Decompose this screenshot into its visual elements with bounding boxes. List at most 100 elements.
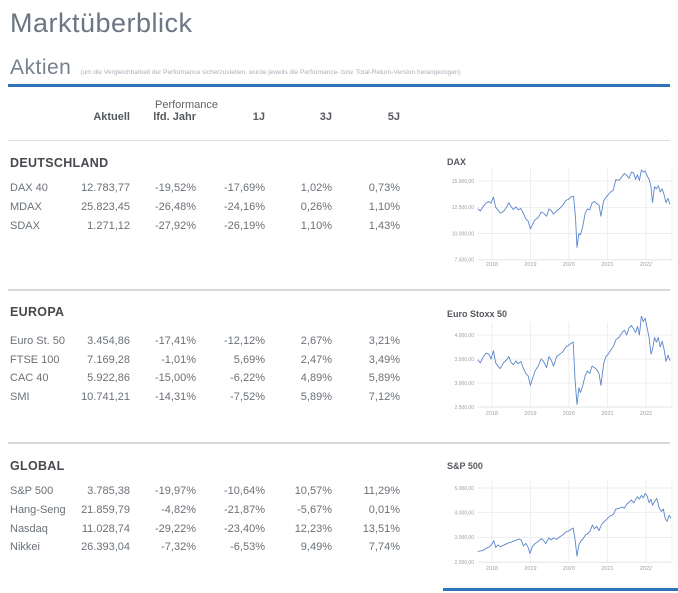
- bottom-divider-blue: [443, 588, 678, 591]
- value-cell: 13,51%: [362, 522, 400, 535]
- svg-text:3.000,00: 3.000,00: [455, 381, 475, 387]
- value-cell: 7.169,28: [87, 353, 130, 366]
- value-cell: 10,57%: [294, 485, 332, 498]
- value-cell: 5.922,86: [87, 372, 130, 385]
- value-cell: -15,00%: [155, 372, 196, 385]
- value-cell: 5,89%: [300, 390, 332, 403]
- value-cell: 7,12%: [368, 390, 400, 403]
- value-cell: 21.859,79: [81, 504, 130, 517]
- section-title-global: GLOBAL: [10, 459, 65, 473]
- svg-text:2021: 2021: [601, 262, 613, 268]
- svg-text:3.000,00: 3.000,00: [455, 535, 475, 541]
- svg-text:2.000,00: 2.000,00: [455, 560, 475, 566]
- value-cell: 7,74%: [368, 541, 400, 554]
- table-column-headers: Aktuell lfd. Jahr 1J 3J 5J: [10, 111, 400, 123]
- value-cell: -19,52%: [155, 182, 196, 195]
- europa-separator: [8, 289, 670, 291]
- table-row: S&P 500 3.785,38 -19,97% -10,64% 10,57% 11,29…: [10, 482, 400, 501]
- svg-text:12.500,00: 12.500,00: [452, 205, 474, 211]
- table-row: DAX 40 12.783,77 -19,52% -17,69% 1,02% 0,73%: [10, 179, 400, 198]
- value-cell: -5,67%: [297, 504, 332, 517]
- index-label: S&P 500: [10, 485, 54, 498]
- value-cell: 1,02%: [300, 182, 332, 195]
- aktien-section-header: Aktien (um die Vergleichbarkeit der Perf…: [10, 56, 461, 80]
- index-label: CAC 40: [10, 372, 49, 385]
- table-row: SDAX 1.271,12 -27,92% -26,19% 1,10% 1,43%: [10, 216, 400, 235]
- value-cell: -7,32%: [161, 541, 196, 554]
- section-rows-deutschland: DAX 40 12.783,77 -19,52% -17,69% 1,02% 0,73% M…: [10, 179, 400, 235]
- svg-text:3.500,00: 3.500,00: [455, 357, 475, 363]
- value-cell: 3.785,38: [87, 485, 130, 498]
- svg-text:7.500,00: 7.500,00: [455, 258, 475, 264]
- svg-text:2021: 2021: [601, 566, 613, 572]
- svg-text:4.000,00: 4.000,00: [455, 511, 475, 517]
- value-cell: 2,67%: [300, 334, 332, 347]
- value-cell: -6,53%: [230, 541, 265, 554]
- value-cell: 5,69%: [233, 353, 265, 366]
- value-cell: -17,69%: [224, 182, 265, 195]
- line-chart-euro-stoxx-50: 4.000,00 3.500,00 3.000,00 2.500,00 2018 2019…: [440, 316, 678, 430]
- value-cell: -10,64%: [224, 485, 265, 498]
- column-header-lfd-jahr: lfd. Jahr: [153, 111, 196, 123]
- svg-text:4.000,00: 4.000,00: [455, 333, 475, 339]
- svg-text:2019: 2019: [524, 566, 536, 572]
- value-cell: -4,82%: [161, 504, 196, 517]
- table-row: Nikkei 26.393,04 -7,32% -6,53% 9,49% 7,74%: [10, 538, 400, 557]
- value-cell: 11.028,74: [81, 522, 130, 535]
- svg-text:2020: 2020: [563, 262, 575, 268]
- table-row: Nasdaq 11.028,74 -29,22% -23,40% 12,23% 13,51…: [10, 519, 400, 538]
- value-cell: 2,47%: [300, 353, 332, 366]
- table-row: Euro St. 50 3.454,86 -17,41% -12,12% 2,67% 3,…: [10, 332, 400, 351]
- svg-text:2020: 2020: [563, 566, 575, 572]
- section-title-europa: EUROPA: [10, 305, 65, 319]
- svg-text:2021: 2021: [601, 411, 613, 417]
- table-row: SMI 10.741,21 -14,31% -7,52% 5,89% 7,12%: [10, 388, 400, 407]
- index-label: SDAX: [10, 219, 40, 232]
- index-label: MDAX: [10, 201, 42, 214]
- index-label: Nasdaq: [10, 522, 48, 535]
- value-cell: 11,29%: [363, 485, 401, 498]
- index-label: Nikkei: [10, 541, 40, 554]
- value-cell: -27,92%: [155, 219, 196, 232]
- svg-text:10.000,00: 10.000,00: [452, 231, 474, 237]
- value-cell: -19,97%: [155, 485, 196, 498]
- value-cell: -7,52%: [230, 390, 265, 403]
- value-cell: 12,23%: [294, 522, 332, 535]
- value-cell: -21,87%: [224, 504, 265, 517]
- svg-text:2022: 2022: [640, 262, 652, 268]
- value-cell: 0,26%: [300, 201, 332, 214]
- value-cell: 3,49%: [368, 353, 400, 366]
- value-cell: 1,43%: [368, 219, 400, 232]
- value-cell: 26.393,04: [81, 541, 130, 554]
- value-cell: -26,19%: [224, 219, 265, 232]
- global-separator: [8, 442, 670, 444]
- line-chart-s-p-500: 5.000,00 4.000,00 3.000,00 2.000,00 2018 2019…: [440, 481, 678, 581]
- column-header-3j: 3J: [319, 111, 332, 123]
- svg-text:2018: 2018: [486, 262, 498, 268]
- svg-text:2019: 2019: [524, 411, 536, 417]
- value-cell: 1,10%: [300, 219, 332, 232]
- svg-text:2018: 2018: [486, 411, 498, 417]
- value-cell: -12,12%: [224, 334, 265, 347]
- svg-text:2022: 2022: [640, 411, 652, 417]
- value-cell: -24,16%: [224, 201, 265, 214]
- value-cell: -23,40%: [224, 522, 265, 535]
- svg-text:2018: 2018: [486, 566, 498, 572]
- svg-text:15.000,00: 15.000,00: [452, 179, 474, 185]
- svg-text:2022: 2022: [640, 566, 652, 572]
- value-cell: 10.741,21: [81, 390, 130, 403]
- value-cell: 0,73%: [368, 182, 400, 195]
- section-divider-blue: [8, 84, 670, 87]
- section-title-deutschland: DEUTSCHLAND: [10, 156, 109, 170]
- page-title: Marktüberblick: [10, 8, 193, 38]
- value-cell: 1,10%: [368, 201, 400, 214]
- value-cell: -26,48%: [155, 201, 196, 214]
- value-cell: -29,22%: [155, 522, 196, 535]
- table-row: Hang-Seng 21.859,79 -4,82% -21,87% -5,67% 0,0…: [10, 501, 400, 520]
- line-chart-dax: 15.000,00 12.500,00 10.000,00 7.500,00 2018 2…: [440, 166, 678, 280]
- chart-title-dax: DAX: [447, 157, 467, 167]
- column-header-aktuell: Aktuell: [93, 111, 130, 123]
- section-rows-europa: Euro St. 50 3.454,86 -17,41% -12,12% 2,67% 3,…: [10, 332, 400, 407]
- aktien-heading: Aktien: [10, 56, 72, 79]
- value-cell: 3,21%: [368, 334, 400, 347]
